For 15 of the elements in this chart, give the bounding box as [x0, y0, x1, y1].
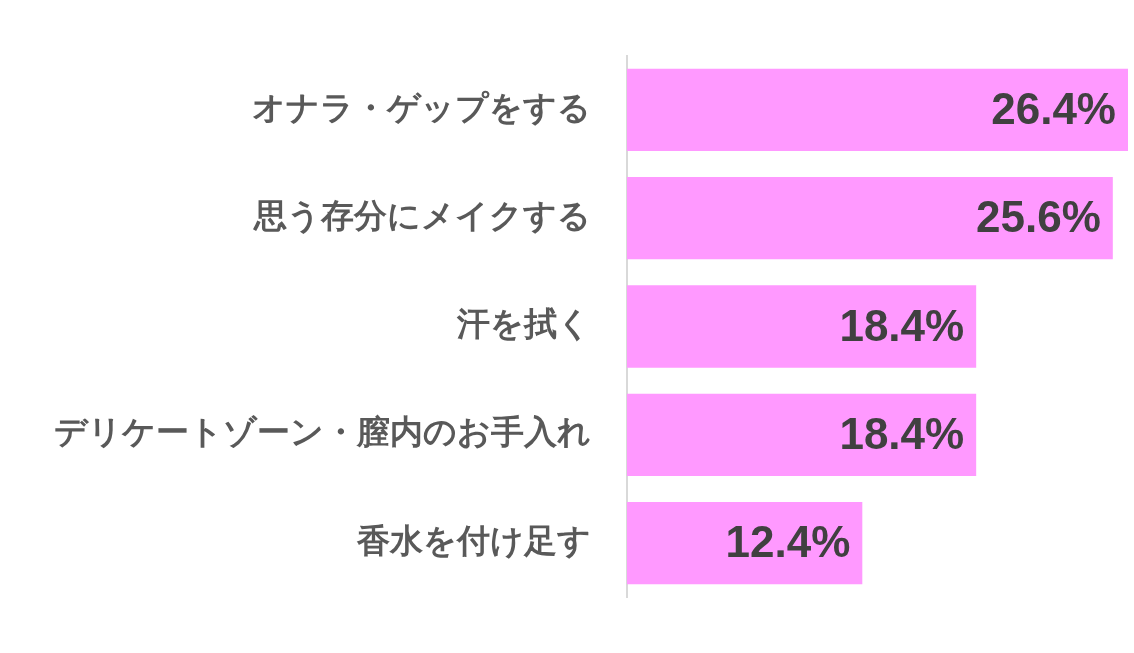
bar: [627, 285, 977, 368]
bar: [627, 393, 977, 476]
data-label: 12.4%: [725, 517, 851, 567]
bar: [627, 68, 1128, 152]
y-tick-label: 汗を拭く: [456, 304, 591, 344]
data-label: 18.4%: [839, 300, 965, 350]
y-tick-label: 香水を付け足す: [356, 520, 591, 560]
y-tick-label: 思う存分にメイクする: [253, 195, 591, 235]
bar: [627, 177, 1113, 260]
y-tick-label: デリケートゾーン・膣内のお手入れ: [54, 412, 591, 452]
y-tick-label: オナラ・ゲップをする: [252, 87, 591, 127]
data-label: 18.4%: [839, 408, 965, 458]
data-label: 25.6%: [976, 192, 1101, 242]
data-label: 26.4%: [991, 84, 1116, 134]
bar: [627, 501, 863, 585]
